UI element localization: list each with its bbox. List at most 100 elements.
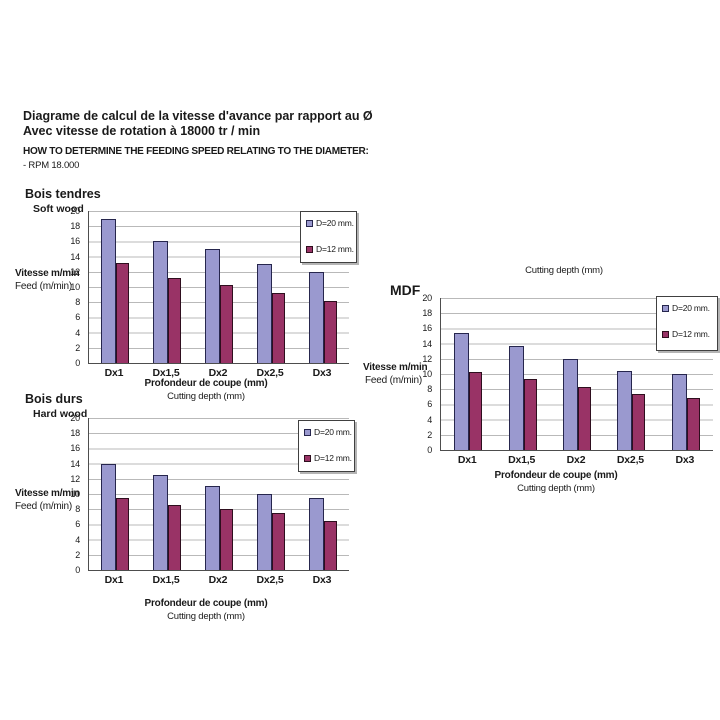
y-tick-label: 18: [422, 308, 432, 319]
y-tick-label: 10: [70, 282, 80, 292]
category-label-dx2: Dx2: [208, 367, 228, 379]
bar-d20mm-dx3: [309, 498, 324, 570]
chart-hard-wood: Bois durs Hard wood Vitesse m/min Feed (…: [15, 392, 355, 622]
bar-d20mm-dx1: [101, 219, 116, 363]
y-tick-label: 4: [75, 534, 80, 545]
category-label-dx3: Dx3: [312, 574, 332, 586]
bar-d20mm-dx1: [101, 464, 116, 570]
category-label-dx2-5: Dx2,5: [256, 367, 284, 379]
y-tick-label: 12: [422, 353, 432, 364]
legend: D=20 mm. D=12 mm.: [300, 211, 357, 263]
y-tick-label: 2: [427, 429, 432, 440]
bar-group-dx2: [193, 418, 245, 570]
bar-d12mm-dx2: [578, 387, 592, 450]
category-axis: Dx1 Dx1,5 Dx2 Dx2,5 Dx3: [88, 572, 348, 586]
bar-group-dx2-5: [245, 418, 297, 570]
title-english: HOW TO DETERMINE THE FEEDING SPEED RELAT…: [23, 145, 369, 157]
y-tick-label: 2: [75, 549, 80, 560]
bar-group-dx3: [297, 418, 349, 570]
bar-group-dx1-5: [141, 211, 193, 363]
bar-group-dx1: [89, 418, 141, 570]
rpm-note: - RPM 18.000: [23, 160, 80, 171]
category-label-dx1: Dx1: [457, 454, 477, 466]
bar-group-dx2-5: [604, 298, 658, 450]
y-tick-label: 16: [70, 443, 80, 454]
y-axis-ticks: 20 18 16 14 12 10 8 6 4 2 0: [408, 293, 436, 455]
bar-d20mm-dx1: [454, 333, 470, 450]
y-axis-title-en: Feed (m/min): [15, 501, 73, 512]
bar-group-dx3: [297, 211, 349, 363]
bar-d12mm-dx2-5: [632, 394, 646, 450]
bar-d12mm-dx2: [220, 509, 233, 570]
category-label-dx1-5: Dx1,5: [152, 574, 180, 586]
bar-d12mm-dx3: [686, 398, 700, 450]
bar-d12mm-dx1: [469, 372, 483, 450]
y-tick-label: 18: [70, 428, 80, 439]
legend-label-d20: D=20 mm.: [316, 218, 354, 228]
y-tick-label: 10: [422, 369, 432, 379]
legend-label-d12: D=12 mm.: [316, 244, 354, 254]
y-axis-ticks: 20 18 16 14 12 10 8 6 4 2 0: [56, 413, 84, 575]
bar-group-dx1: [441, 298, 495, 450]
y-tick-label: 0: [75, 565, 80, 575]
bar-d20mm-dx2: [205, 249, 220, 363]
bar-group-dx2: [193, 211, 245, 363]
bar-d20mm-dx1-5: [153, 241, 168, 363]
bar-d12mm-dx2-5: [272, 293, 285, 363]
legend-entry-d12: D=12 mm.: [306, 244, 356, 254]
y-tick-label: 0: [75, 358, 80, 368]
y-tick-label: 12: [70, 266, 80, 277]
legend-entry-d20: D=20 mm.: [306, 218, 356, 228]
chart-soft-wood: Bois tendres Soft wood Vitesse m/min Fee…: [15, 187, 357, 402]
y-tick-label: 14: [422, 338, 432, 349]
category-axis: Dx1 Dx1,5 Dx2 Dx2,5 Dx3: [440, 452, 712, 466]
plot-bars: [441, 298, 713, 450]
chart-mdf: Cutting depth (mm) MDF Vitesse m/min Fee…: [363, 265, 718, 494]
bar-group-dx1-5: [495, 298, 549, 450]
bar-d12mm-dx2: [220, 285, 233, 363]
legend-swatch-d20: [662, 304, 669, 312]
legend-label-d12: D=12 mm.: [314, 453, 352, 463]
bar-d20mm-dx1-5: [508, 346, 524, 450]
category-label-dx3: Dx3: [312, 367, 332, 379]
y-axis-title-fr: Vitesse m/min: [15, 268, 80, 279]
title-french-line1: Diagrame de calcul de la vitesse d'avanc…: [23, 109, 373, 123]
x-axis-title-en: Cutting depth (mm): [517, 483, 595, 494]
bar-group-dx3: [659, 298, 713, 450]
y-tick-label: 16: [422, 323, 432, 334]
category-label-dx2: Dx2: [208, 574, 228, 586]
y-axis-title-fr: Vitesse m/min: [363, 362, 428, 373]
floating-cutting-depth-label: Cutting depth (mm): [525, 265, 603, 276]
category-label-dx3: Dx3: [675, 454, 695, 466]
y-tick-label: 6: [75, 312, 80, 323]
legend: D=20 mm. D=12 mm.: [298, 420, 355, 472]
title-french-line2: Avec vitesse de rotation à 18000 tr / mi…: [23, 124, 261, 138]
bar-group-dx2-5: [245, 211, 297, 363]
x-axis-title-fr: Profondeur de coupe (mm): [494, 470, 618, 481]
bar-d12mm-dx1-5: [168, 278, 181, 363]
category-axis: Dx1 Dx1,5 Dx2 Dx2,5 Dx3: [88, 365, 348, 379]
x-axis-title-en: Cutting depth (mm): [167, 611, 245, 622]
legend-entry-d20: D=20 mm.: [304, 427, 354, 437]
bar-d12mm-dx1-5: [168, 505, 181, 570]
chart-title-en: Soft wood: [33, 203, 84, 215]
y-tick-label: 10: [70, 489, 80, 499]
legend-label-d20: D=20 mm.: [314, 427, 352, 437]
y-tick-label: 18: [70, 221, 80, 232]
y-tick-label: 12: [70, 473, 80, 484]
y-tick-label: 2: [75, 342, 80, 353]
bar-d20mm-dx2-5: [257, 264, 272, 363]
legend-swatch-d12: [306, 245, 313, 253]
x-axis-title-fr: Profondeur de coupe (mm): [144, 378, 268, 389]
bar-d12mm-dx3: [324, 301, 337, 363]
bar-d12mm-dx3: [324, 521, 337, 570]
category-label-dx1-5: Dx1,5: [152, 367, 180, 379]
category-label-dx1: Dx1: [104, 367, 124, 379]
bar-d12mm-dx1: [116, 263, 129, 363]
bar-d20mm-dx2: [563, 359, 579, 450]
legend-label-d12: D=12 mm.: [672, 329, 710, 339]
y-tick-label: 16: [70, 236, 80, 247]
category-label-dx1: Dx1: [104, 574, 124, 586]
plot-bars: [89, 418, 349, 570]
